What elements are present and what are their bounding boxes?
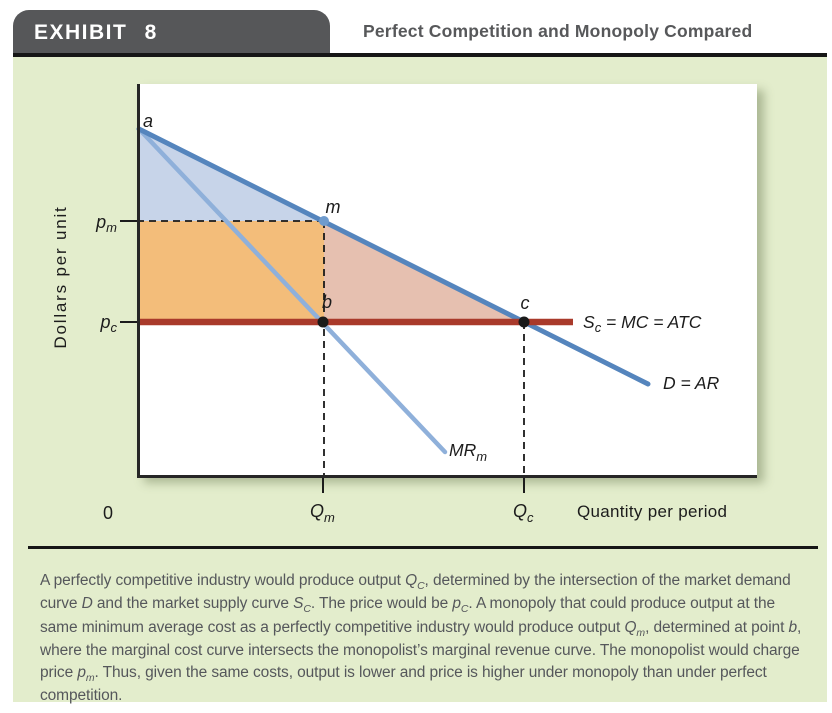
figure-caption: A perfectly competitive industry would p… [40, 571, 802, 705]
header-rule [13, 53, 827, 57]
origin-label: 0 [103, 503, 113, 523]
point-a-label: a [143, 111, 153, 131]
point-m-label: m [326, 197, 341, 217]
point-b-label: b [322, 292, 332, 312]
caption-divider-rule [28, 546, 818, 549]
pm-tick-label: pm [95, 212, 117, 235]
demand-curve-label: D = AR [663, 373, 720, 393]
demand-curve [136, 126, 651, 387]
point-b-dot [317, 316, 329, 328]
qc-tick-label: Qc [513, 501, 534, 525]
y-axis-title: Dollars per unit [51, 205, 70, 348]
point-c-dot [518, 316, 530, 328]
point-c-label: c [521, 293, 530, 313]
pc-tick-label: pc [99, 312, 117, 335]
figure-panel: a m b c pm pc 0 Qm Qc Quantity per perio… [13, 57, 827, 704]
exhibit-title: Perfect Competition and Monopoly Compare… [363, 21, 753, 41]
mr-curve-label: MRm [449, 440, 487, 464]
point-m-dot [319, 216, 329, 226]
exhibit-number-tab: EXHIBIT 8 [13, 10, 330, 53]
monopoly-vs-competition-chart: a m b c pm pc 0 Qm Qc Quantity per perio… [51, 84, 757, 525]
qm-tick-label: Qm [310, 501, 335, 525]
x-axis-title: Quantity per period [577, 502, 727, 521]
marginal-revenue-curve [136, 126, 448, 455]
monopoly-profit-region [139, 221, 324, 322]
exhibit-number-label: EXHIBIT 8 [34, 21, 158, 44]
supply-curve-label: Sc = MC = ATC [583, 312, 702, 335]
